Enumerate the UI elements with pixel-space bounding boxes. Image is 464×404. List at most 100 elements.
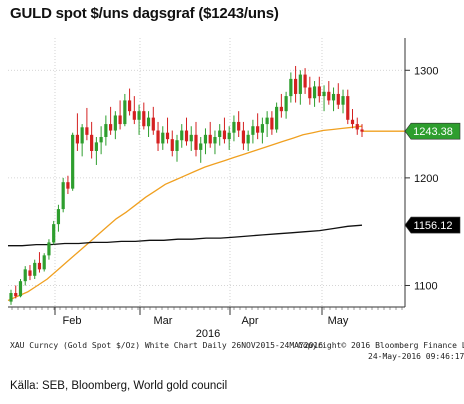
- price-label: 1156.12: [404, 216, 461, 234]
- candle-body: [127, 100, 132, 112]
- candle-body: [52, 224, 56, 243]
- candle-body: [279, 106, 283, 112]
- candle-body: [85, 127, 89, 135]
- footer-timestamp: 24-May-2016 09:46:17: [368, 352, 464, 361]
- candle-body: [71, 134, 75, 189]
- candle-body: [251, 126, 255, 135]
- candle-body: [180, 130, 184, 141]
- candle-body: [265, 117, 269, 125]
- candle-body: [360, 129, 364, 132]
- y-tick-label: 1200: [414, 173, 438, 185]
- axes: 1100 1200 1300 Feb Mar Apr May 2016 1243.38 1156.…: [8, 38, 461, 340]
- candles: [9, 65, 364, 305]
- candle-body: [327, 91, 331, 101]
- candle-body: [341, 96, 345, 105]
- candle-body: [37, 262, 42, 270]
- moving-average-line: [8, 224, 363, 247]
- chart-title: GULD spot $/uns dagsgraf ($1243/uns): [10, 5, 279, 22]
- candle-body: [312, 86, 317, 99]
- candle-body: [47, 242, 51, 256]
- moving-averages: [7, 125, 405, 302]
- x-tick-label: May: [328, 315, 349, 327]
- candle-body: [14, 293, 18, 297]
- candle-body: [260, 124, 264, 133]
- candle-body: [246, 134, 250, 144]
- candle-body: [275, 106, 279, 130]
- candle-body: [308, 87, 312, 99]
- candle-body: [355, 124, 359, 130]
- candle-body: [151, 117, 155, 131]
- candle-body: [156, 130, 160, 144]
- candle-body: [284, 96, 288, 112]
- candle-body: [175, 140, 179, 151]
- candle-body: [218, 130, 222, 137]
- candle-body: [331, 93, 336, 101]
- candle-body: [293, 78, 298, 94]
- candle-body: [94, 142, 98, 151]
- candle-body: [137, 111, 141, 120]
- candle-body: [270, 117, 274, 130]
- candle-body: [317, 86, 321, 97]
- price-label-box: [404, 216, 461, 234]
- candle-body: [350, 119, 355, 125]
- candle-body: [208, 134, 212, 144]
- candle-body: [80, 127, 84, 144]
- candle-body: [199, 143, 203, 150]
- candle-body: [184, 130, 189, 142]
- candle-body: [256, 126, 260, 133]
- x-year-label: 2016: [196, 328, 220, 340]
- candle-body: [203, 134, 208, 144]
- candle-body: [298, 74, 302, 94]
- candle-body: [28, 270, 32, 276]
- candle-body: [146, 117, 151, 127]
- x-tick-label: Mar: [154, 315, 173, 327]
- candle-body: [9, 293, 13, 302]
- price-label-text: 1243.38: [413, 126, 453, 138]
- candle-body: [194, 134, 198, 150]
- candle-body: [90, 134, 94, 151]
- candle-body: [237, 121, 241, 131]
- y-tick-label: 1100: [414, 280, 438, 292]
- candle-body: [213, 136, 217, 144]
- candle-body: [99, 136, 103, 143]
- candle-body: [241, 130, 246, 144]
- candle-body: [227, 132, 231, 140]
- candle-body: [56, 209, 61, 225]
- footer-description: XAU Curncy (Gold Spot $/Oz) White Chart …: [10, 341, 324, 350]
- x-tick-label: Feb: [63, 315, 82, 327]
- candle-body: [104, 124, 108, 137]
- footer-copyright: Copyright© 2016 Bloomberg Finance L.P.: [298, 341, 464, 350]
- candle-body: [289, 78, 293, 97]
- y-tick-label: 1300: [414, 65, 438, 77]
- candle-body: [336, 93, 340, 105]
- candle-body: [61, 182, 65, 210]
- candle-body: [118, 115, 122, 125]
- candle-body: [322, 91, 326, 97]
- candle-body: [161, 132, 165, 144]
- candle-body: [142, 111, 146, 127]
- grid-layer: [8, 38, 405, 307]
- candle-body: [113, 115, 117, 131]
- candle-body: [23, 269, 27, 282]
- candle-body: [222, 130, 227, 140]
- candle-body: [132, 111, 136, 120]
- source-text: Källa: SEB, Bloomberg, World gold counci…: [10, 380, 228, 392]
- candle-body: [170, 139, 174, 151]
- candle-body: [109, 124, 113, 131]
- candle-body: [42, 255, 46, 270]
- price-label-text: 1156.12: [414, 220, 453, 232]
- x-tick-label: Apr: [241, 315, 258, 327]
- candle-body: [232, 121, 236, 133]
- candle-body: [18, 281, 23, 297]
- candle-body: [66, 182, 70, 189]
- candle-body: [75, 134, 80, 144]
- price-label-box: [404, 122, 461, 140]
- candle-body: [123, 100, 127, 125]
- candle-body: [33, 262, 37, 276]
- candle-body: [165, 132, 170, 140]
- candle-body: [303, 74, 307, 88]
- candle-body: [346, 96, 350, 120]
- price-label: 1243.38: [404, 122, 461, 140]
- candle-body: [189, 134, 193, 142]
